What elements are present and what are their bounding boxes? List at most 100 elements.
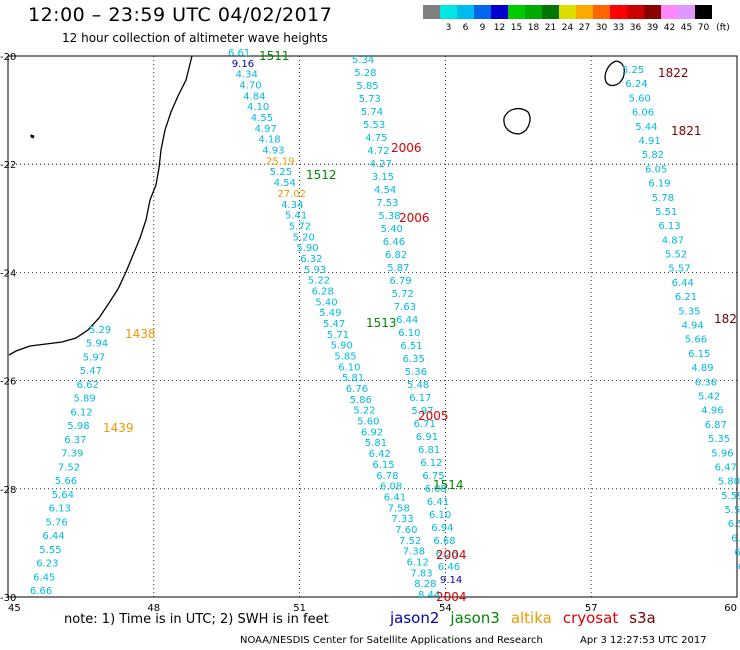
swh-value: 4.93 <box>262 146 284 157</box>
map-subtitle: 12 hour collection of altimeter wave hei… <box>62 31 328 45</box>
swh-value: 5.25 <box>270 167 292 178</box>
lon-tick-label: 54 <box>439 603 452 614</box>
swh-value: 5.35 <box>678 306 700 317</box>
swh-value: 27.02 <box>277 189 306 200</box>
map-title: 12:00 – 23:59 UTC 04/02/2017 <box>28 4 333 26</box>
swh-value: 6.32 <box>300 254 322 265</box>
lat-tick-label: -30 <box>0 593 16 604</box>
swh-value: 4.91 <box>639 136 661 147</box>
swh-value: 4.89 <box>691 363 713 374</box>
colorbar-cell <box>610 5 627 19</box>
swh-value: 4.87 <box>662 235 684 246</box>
swh-value: 4.10 <box>247 102 269 113</box>
swh-value: 6.26 <box>436 549 458 560</box>
swh-value: 7.60 <box>395 525 417 536</box>
coastlines <box>8 55 625 356</box>
map-frame <box>7 55 738 598</box>
swh-value: 4.18 <box>258 135 280 146</box>
swh-value: 5.29 <box>89 325 111 336</box>
swh-value: 5.20 <box>293 232 315 243</box>
swh-value: 6.42 <box>369 449 391 460</box>
colorbar-cell <box>593 5 610 19</box>
colorbar-cell <box>661 5 678 19</box>
swh-value: 5.36 <box>405 367 427 378</box>
swh-value: 7.38 <box>403 547 425 558</box>
pass-label-s3a: 182 <box>714 312 737 326</box>
lon-tick-label: 48 <box>147 603 160 614</box>
pass-annotations: 1511 1822 1821 2006 1512 2006 1438 1513 182 1439 2… <box>103 49 737 604</box>
swh-value: 5.78 <box>652 193 674 204</box>
swh-value: 6.12 <box>420 458 442 469</box>
swh-value: 6.10 <box>398 328 420 339</box>
colorbar-cell <box>474 5 491 19</box>
colorbar-tick-label: 36 <box>629 23 642 33</box>
swh-value: 4.97 <box>255 124 277 135</box>
swh-value: 5.42 <box>698 392 720 403</box>
swh-value: 4.34 <box>281 200 303 211</box>
lat-tick-label: -24 <box>0 268 16 279</box>
swh-value: 5.40 <box>315 297 337 308</box>
swh-value: 5.71 <box>327 330 349 341</box>
colorbar-tick-label: 33 <box>612 23 625 33</box>
pass-label-cryosat: 2006 <box>391 141 422 155</box>
lon-tick-label: 57 <box>585 603 598 614</box>
swh-value: 6.44 <box>42 531 64 542</box>
pass-label-cryosat: 2004 <box>436 548 467 562</box>
satellite-legend: jason2 jason3 altika cryosat s3a <box>390 609 667 627</box>
swh-value: 6.71 <box>414 419 436 430</box>
swh-value: 6.91 <box>416 432 438 443</box>
swh-value: 5.90 <box>331 341 353 352</box>
mauritius-island <box>604 60 625 87</box>
swh-value: 6.82 <box>385 250 407 261</box>
swh-value: 5.86 <box>350 395 372 406</box>
colorbar-cell <box>644 5 661 19</box>
lat-tick-label: -20 <box>0 52 16 63</box>
swh-value: 5.25 <box>622 65 644 76</box>
colorbar-cell <box>423 5 440 19</box>
pass-label-cryosat: 2006 <box>399 211 430 225</box>
colorbar-cell <box>542 5 559 19</box>
colorbar-tick-label: 24 <box>561 23 574 33</box>
swh-value: 5.47 <box>323 319 345 330</box>
swh-value: 6.45 <box>33 572 55 583</box>
swh-value: 6.81 <box>418 445 440 456</box>
swh-value: 6.17 <box>409 393 431 404</box>
swh-value: 6.46 <box>438 562 460 573</box>
colorbar-tick-label: 9 <box>479 23 486 33</box>
pass-label-jason3: 1513 <box>366 316 397 330</box>
swh-value: 5.85 <box>334 352 356 363</box>
swh-value: 6.08 <box>380 482 402 493</box>
swh-value: 6.10 <box>734 548 740 559</box>
reunion-island <box>503 107 531 135</box>
swh-value: 6.08 <box>425 484 447 495</box>
swh-value: 7.52 <box>399 536 421 547</box>
lon-tick-label: 45 <box>8 603 21 614</box>
swh-value: 9.14 <box>440 575 462 586</box>
axis-ticks: 45 48 51 54 57 60 -20 -22 -24 -26 -28 -30 <box>0 52 737 614</box>
footnote: note: 1) Time is in UTC; 2) SWH is in fe… <box>64 612 329 627</box>
lat-tick-label: -22 <box>0 160 16 171</box>
generation-timestamp: Apr 3 12:27:53 UTC 2017 <box>580 635 707 646</box>
swh-value: 3.15 <box>372 172 394 183</box>
pass-label-altika: 1438 <box>125 327 156 341</box>
swh-value: 6.23 <box>36 559 58 570</box>
swh-value: 6.51 <box>400 341 422 352</box>
swh-value: 5.48 <box>407 380 429 391</box>
swh-value: 9.16 <box>232 59 254 70</box>
swh-value: 6.36 <box>695 377 717 388</box>
swh-value: 7.58 <box>388 503 410 514</box>
legend-s3a: s3a <box>629 609 656 627</box>
swh-value: 5.96 <box>711 448 733 459</box>
legend-cryosat: cryosat <box>562 609 619 627</box>
swh-value: 5.59 <box>721 491 740 502</box>
swh-value: 6.41 <box>427 497 449 508</box>
swh-value: 5.64 <box>52 490 74 501</box>
swh-value: 5.57 <box>668 264 690 275</box>
swh-value: 5.53 <box>363 120 385 131</box>
swh-value: 6.44 <box>396 315 418 326</box>
swh-value: 4.94 <box>682 321 704 332</box>
swh-value: 6.13 <box>49 504 71 515</box>
swh-value: 5.72 <box>289 221 311 232</box>
swh-value: 5.94 <box>86 339 108 350</box>
